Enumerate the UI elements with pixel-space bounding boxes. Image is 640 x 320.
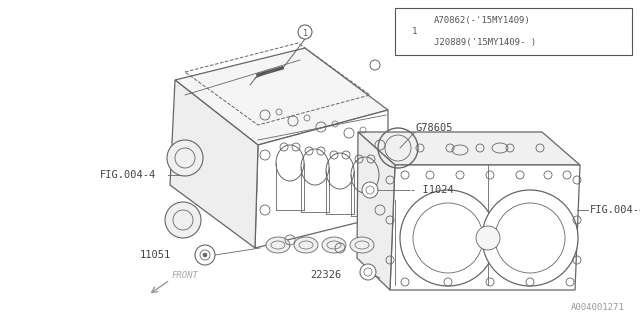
Circle shape bbox=[360, 264, 376, 280]
Text: 1: 1 bbox=[303, 28, 307, 37]
Ellipse shape bbox=[476, 226, 500, 250]
Circle shape bbox=[165, 202, 201, 238]
Ellipse shape bbox=[350, 237, 374, 253]
Circle shape bbox=[298, 25, 312, 39]
Text: 22326: 22326 bbox=[310, 270, 341, 280]
FancyBboxPatch shape bbox=[395, 8, 632, 55]
Polygon shape bbox=[358, 132, 580, 165]
Ellipse shape bbox=[482, 190, 578, 286]
Text: A004001271: A004001271 bbox=[572, 303, 625, 312]
Text: FRONT: FRONT bbox=[172, 271, 199, 281]
Polygon shape bbox=[390, 165, 580, 290]
Text: J20889('15MY1409- ): J20889('15MY1409- ) bbox=[434, 38, 536, 47]
Circle shape bbox=[167, 140, 203, 176]
Ellipse shape bbox=[322, 237, 346, 253]
Text: A70862(-'15MY1409): A70862(-'15MY1409) bbox=[434, 17, 531, 26]
Polygon shape bbox=[175, 48, 388, 145]
Ellipse shape bbox=[294, 237, 318, 253]
Circle shape bbox=[370, 60, 380, 70]
Ellipse shape bbox=[266, 237, 290, 253]
Circle shape bbox=[195, 245, 215, 265]
Text: 11051: 11051 bbox=[140, 250, 172, 260]
Circle shape bbox=[362, 182, 378, 198]
Text: - I1024: - I1024 bbox=[410, 185, 454, 195]
Text: FIG.004-4: FIG.004-4 bbox=[100, 170, 156, 180]
Text: 1: 1 bbox=[412, 28, 418, 36]
Text: FIG.004-4: FIG.004-4 bbox=[590, 205, 640, 215]
Text: G78605: G78605 bbox=[415, 123, 452, 133]
Ellipse shape bbox=[400, 190, 496, 286]
Polygon shape bbox=[357, 132, 395, 290]
Polygon shape bbox=[170, 80, 258, 248]
Polygon shape bbox=[255, 110, 388, 248]
Circle shape bbox=[405, 21, 425, 41]
Circle shape bbox=[203, 253, 207, 257]
